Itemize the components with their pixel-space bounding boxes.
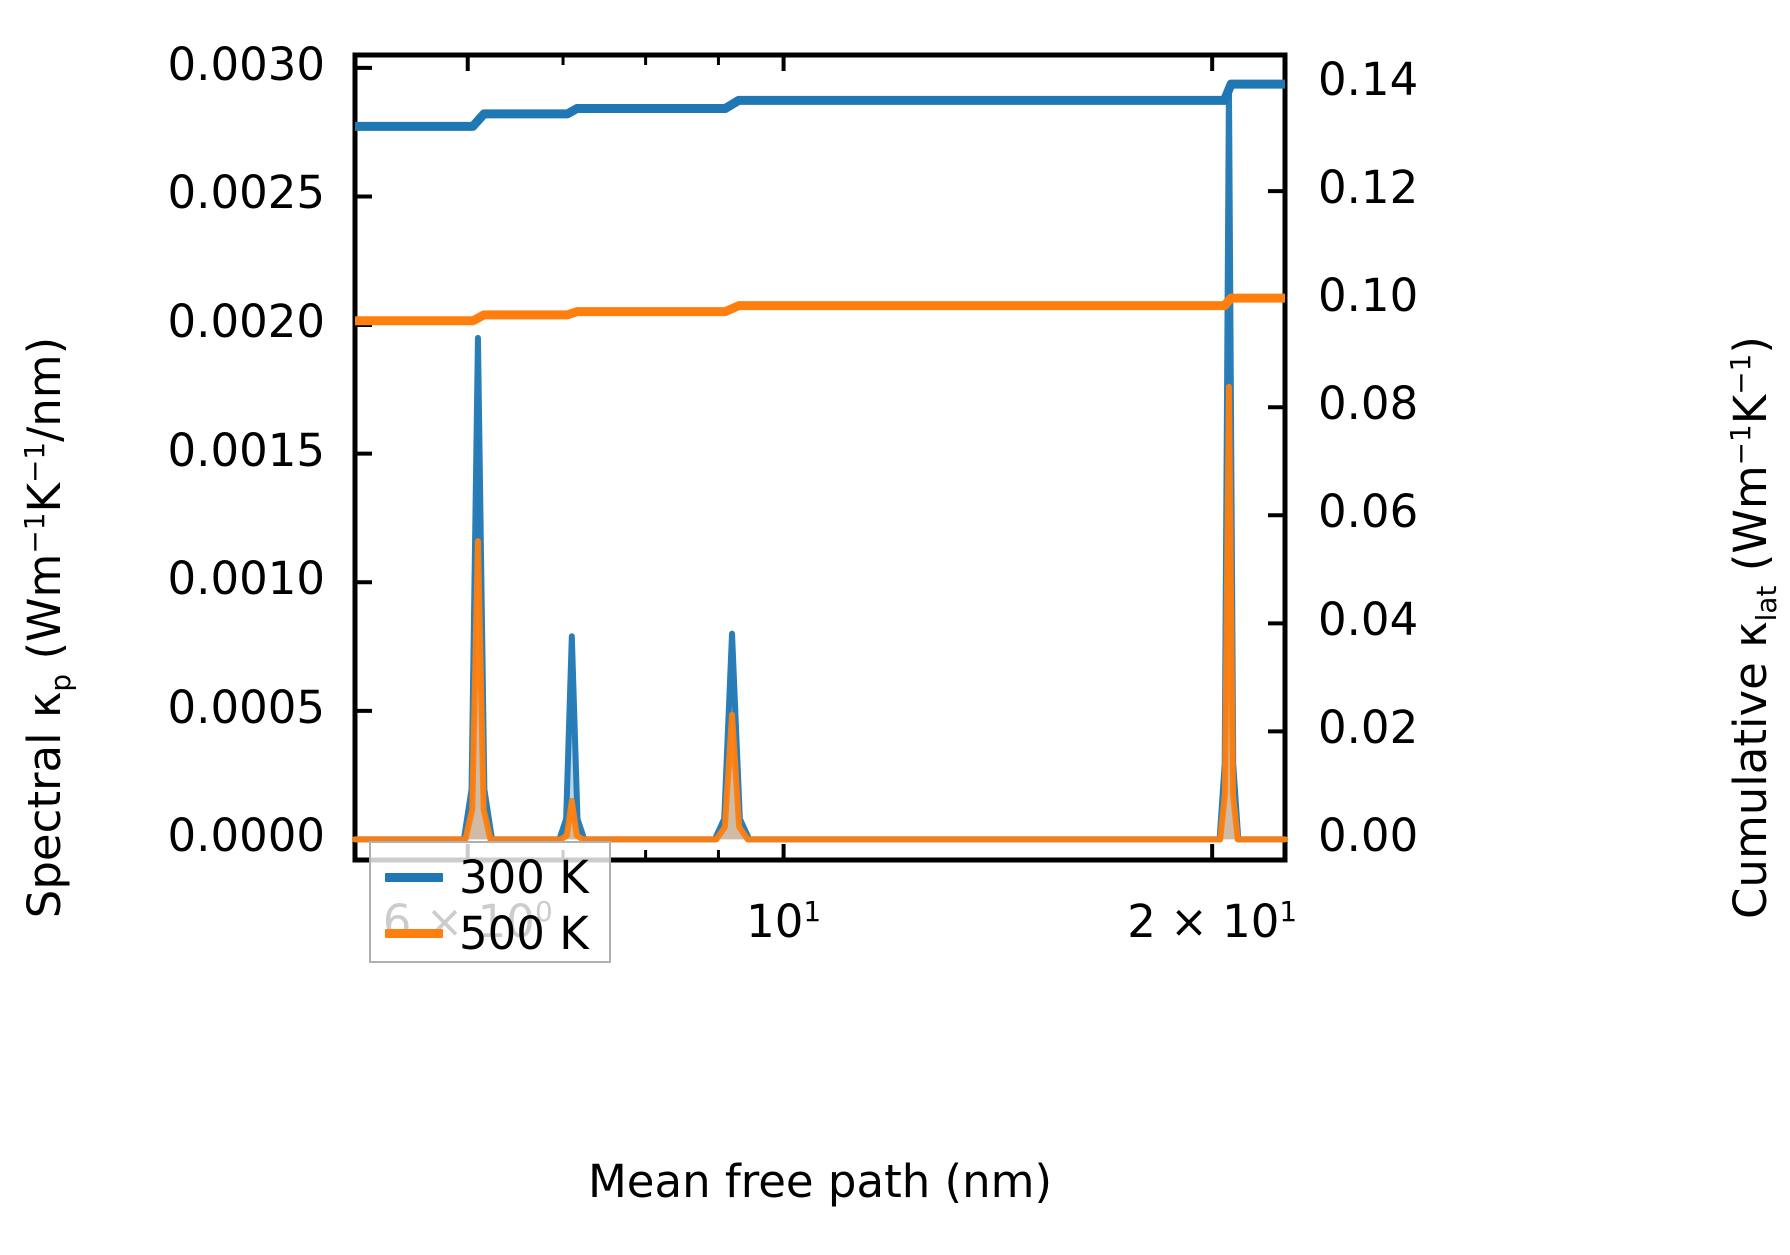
legend-label-300k: 300 K: [459, 850, 589, 904]
cumulative-line-500K: [355, 293, 1285, 326]
x-axis-tick-label: 2 × 101: [1127, 895, 1298, 948]
plot-frame: [352, 52, 1288, 863]
legend-swatch-500k: [385, 928, 443, 938]
spectral-line-500K: [352, 383, 1288, 843]
spectral-fill-300K: [355, 85, 1285, 840]
legend[interactable]: 300 K 500 K: [369, 841, 611, 963]
y-axis-left-tick-label: 0.0010: [167, 552, 325, 606]
legend-item-500k[interactable]: 500 K: [385, 905, 589, 961]
y-axis-left-tick-label: 0.0020: [167, 295, 325, 349]
y-axis-left-tick-label: 0.0015: [167, 423, 325, 477]
series-300-k: [352, 79, 1288, 843]
y-axis-left-tick-label: 0.0025: [167, 166, 325, 220]
y-axis-right-tick-label: 0.06: [1318, 485, 1419, 539]
cumulative-line-300K: [355, 79, 1285, 131]
y-axis-right-tick-label: 0.04: [1318, 593, 1419, 647]
spectral-line-300K: [352, 82, 1288, 843]
y-axis-right-tick-label: 0.02: [1318, 701, 1419, 755]
legend-item-300k[interactable]: 300 K: [385, 849, 589, 905]
legend-label-500k: 500 K: [459, 906, 589, 960]
tick-marks: [353, 55, 1285, 860]
y-axis-left-tick-label: 0.0005: [167, 680, 325, 734]
y-axis-right-tick-label: 0.14: [1318, 53, 1419, 107]
x-axis-tick-label: 101: [746, 895, 822, 948]
y-axis-left-tick-label: 0.0000: [167, 809, 325, 863]
y-axis-right-tick-label: 0.08: [1318, 377, 1419, 431]
legend-swatch-300k: [385, 872, 443, 882]
series-500-k: [352, 293, 1288, 843]
y-axis-right-tick-label: 0.00: [1318, 809, 1419, 863]
x-axis-label: Mean free path (nm): [587, 1155, 1053, 1208]
spectral-fill-500K: [355, 386, 1285, 840]
y-axis-right-tick-label: 0.10: [1318, 269, 1419, 323]
y-axis-right-tick-label: 0.12: [1318, 161, 1419, 215]
y-axis-left-tick-label: 0.0030: [167, 37, 325, 91]
